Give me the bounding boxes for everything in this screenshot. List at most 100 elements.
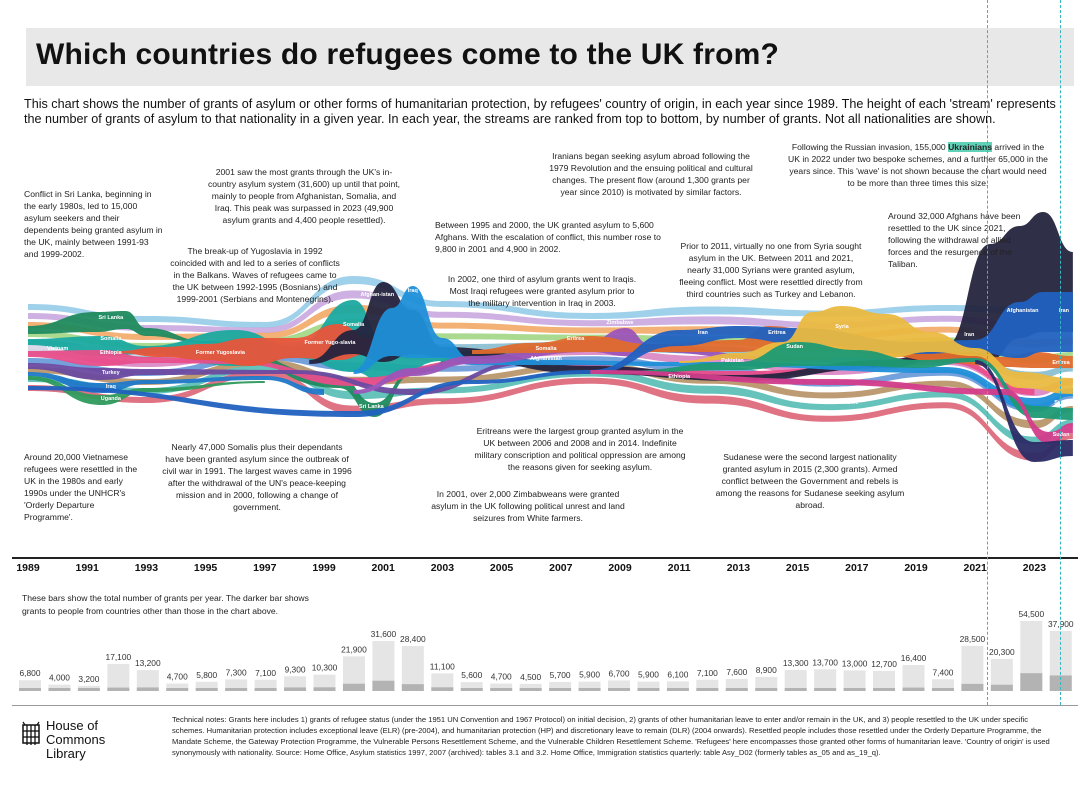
x-tick-label-1991: 1991 (75, 562, 99, 574)
bar-value-label-2015: 13,300 (783, 658, 809, 668)
stream-label: Iran (964, 332, 975, 338)
bar-value-label-2022: 20,300 (989, 647, 1015, 657)
stream-label: Sri Lanka (98, 315, 124, 321)
stream-label: Afghanistan (1007, 308, 1039, 314)
house-of-commons-logo: House of Commons Library (22, 719, 132, 761)
bar-other-1998 (284, 687, 307, 691)
bar-other-2004 (460, 688, 483, 691)
annotation-zimbabwe: In 2001, over 2,000 Zimbabweans were gra… (431, 489, 625, 523)
bar-total-2021 (961, 645, 984, 691)
bar-value-label-1991: 3,200 (78, 674, 99, 684)
x-tick-label-1999: 1999 (312, 562, 336, 574)
technical-notes: Technical notes: Grants here includes 1)… (172, 715, 1050, 757)
stream-label: Iran (1059, 308, 1070, 314)
stream-label: Iraq (106, 384, 116, 390)
x-tick-label-1993: 1993 (134, 562, 159, 574)
bar-value-label-2008: 5,900 (579, 670, 600, 680)
x-tick-label-1997: 1997 (253, 562, 277, 574)
stream-sudan (620, 342, 1073, 420)
bar-total-2007 (549, 681, 572, 691)
stream-label: Iraq (1056, 464, 1066, 470)
stream-label: Syria (1054, 400, 1068, 406)
x-tick-label-2013: 2013 (726, 562, 751, 574)
bar-value-label-2001: 31,600 (371, 629, 397, 639)
stream-label: Pakistan (721, 358, 744, 364)
x-tick-label-2017: 2017 (845, 562, 869, 574)
bars-note: These bars show the total number of gran… (22, 593, 309, 616)
bar-total-1990 (48, 684, 71, 691)
bar-total-1992 (107, 663, 130, 691)
annotation-2001: 2001 saw the most grants through the UK'… (207, 167, 401, 225)
bar-value-label-1994: 4,700 (167, 672, 188, 682)
stream-label: Former Yugoslavia (196, 350, 246, 356)
bar-value-label-2013: 7,600 (726, 667, 747, 677)
stream-label: Uganda (101, 396, 122, 402)
stream-label: Iran (366, 438, 377, 444)
stream-label: DR Congo (358, 448, 386, 454)
x-tick-label-1995: 1995 (193, 562, 218, 574)
bar-other-2003 (431, 687, 454, 691)
bar-other-1994 (166, 688, 189, 691)
streamgraph: Sri Lanka Somalia Ethiopia Turkey Iraq Uganda… (28, 212, 1073, 486)
bar-other-1991 (77, 688, 100, 691)
bar-other-2015 (784, 688, 807, 691)
bar-value-label-2003: 11,100 (430, 661, 455, 671)
annotation-sudan: Sudanese were the second largest nationa… (715, 452, 905, 510)
stream-label: Iraq (408, 288, 418, 294)
x-tick-label-2003: 2003 (430, 562, 455, 574)
bar-value-label-1998: 9,300 (285, 664, 306, 674)
bar-other-2022 (990, 684, 1013, 691)
stream-label: Pakistan (1044, 480, 1067, 486)
bar-total-2008 (578, 681, 601, 691)
bar-total-2000 (342, 656, 365, 691)
bar-total-1999 (313, 674, 336, 691)
x-tick-label-2001: 2001 (371, 562, 395, 574)
bar-total-2004 (460, 682, 483, 691)
bar-total-2009 (608, 680, 630, 691)
stream-label: Former Yugo-slavia (304, 340, 356, 346)
x-tick-label-2011: 2011 (667, 562, 691, 574)
stream-label: Turkey (102, 370, 121, 376)
bar-other-1990 (48, 688, 71, 691)
bar-value-label-2012: 7,100 (697, 668, 718, 678)
bar-total-1989 (19, 680, 41, 691)
bar-value-label-1999: 10,300 (312, 663, 338, 673)
bar-total-1996 (225, 679, 248, 691)
logo-line-2: Library (46, 746, 86, 761)
bar-value-label-2014: 8,900 (756, 665, 777, 675)
bar-other-2006 (519, 688, 542, 691)
bar-value-label-1993: 13,200 (135, 658, 161, 668)
bar-other-2008 (578, 688, 601, 691)
dashed-marker-2022 (987, 0, 988, 705)
stream-minor-5 (28, 348, 1073, 396)
bar-other-2000 (342, 683, 365, 691)
bar-value-label-2011: 6,100 (667, 669, 688, 679)
bar-other-2018 (873, 688, 896, 691)
x-axis-years: 1989 1991 1993 1995 1997 1999 2001 2003 2005 2007… (0, 562, 1080, 576)
annotation-sri-lanka: Conflict in Sri Lanka, beginning in the … (24, 189, 163, 259)
bar-value-label-1992: 17,100 (106, 652, 132, 662)
bar-total-2017 (843, 670, 866, 691)
bar-value-label-2006: 4,500 (520, 672, 541, 682)
bar-value-label-2007: 5,700 (550, 670, 571, 680)
stream-label: Iran (106, 406, 117, 412)
bar-value-label-2021: 28,500 (960, 634, 986, 644)
logo-text: House of Commons Library (46, 719, 132, 761)
x-tick-label-2009: 2009 (608, 562, 632, 574)
bar-total-1997 (254, 679, 277, 691)
stream-label: Iran (698, 330, 709, 336)
stream-label: Sudan (1053, 432, 1070, 438)
stream-label: Eritrea (567, 336, 585, 342)
bar-total-2018 (873, 670, 896, 691)
bar-value-label-1997: 7,100 (255, 668, 276, 678)
stream-label: Syria (835, 324, 849, 330)
x-tick-label-1989: 1989 (16, 562, 40, 574)
bar-total-2012 (696, 679, 719, 691)
bar-value-label-2019: 16,400 (901, 653, 927, 663)
bar-total-2020 (931, 679, 954, 691)
bar-total-2003 (431, 673, 454, 691)
stream-minor-9 (28, 370, 1073, 461)
bar-other-2014 (755, 688, 778, 691)
intro-text: This chart shows the number of grants of… (24, 97, 1056, 126)
